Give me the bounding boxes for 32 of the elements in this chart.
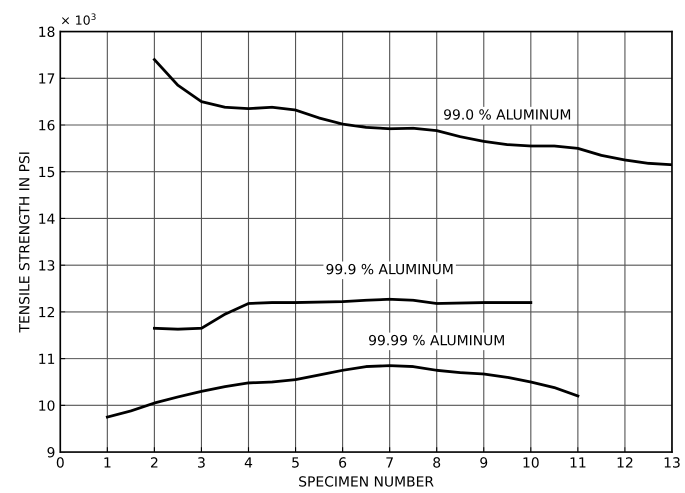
x-tick-label: 13 xyxy=(664,457,680,468)
x-tick-label: 6 xyxy=(339,457,346,468)
y-tick-label: 17 xyxy=(39,73,54,84)
text: × 10$^{3}$ xyxy=(62,13,96,25)
y-tick-label: 15 xyxy=(39,166,54,178)
y-axis-title: TENSILE STRENGTH IN PSI xyxy=(18,152,30,333)
y-tick-label: 18 xyxy=(39,26,54,38)
x-tick-label: 11 xyxy=(570,457,586,468)
x-tick-label: 2 xyxy=(150,457,158,468)
series-label: 99.9 % ALUMINUM xyxy=(326,264,452,274)
y-tick-label: 13 xyxy=(39,260,54,271)
series-label: 99.99 % ALUMINUM xyxy=(369,334,504,346)
x-tick-label: 8 xyxy=(433,457,440,468)
series-label: 99.0 % ALUMINUM xyxy=(444,109,570,120)
x-tick-label: 0 xyxy=(56,457,64,468)
x-tick-label: 10 xyxy=(524,457,539,468)
line-series xyxy=(153,298,532,331)
y-tick-label: 14 xyxy=(39,214,55,224)
x-tick-label: 5 xyxy=(292,457,299,468)
line-series xyxy=(106,364,580,418)
x-tick-label: 1 xyxy=(104,457,110,468)
x-tick-label: 4 xyxy=(244,457,252,468)
y-tick-label: 12 xyxy=(39,306,54,318)
x-tick-label: 3 xyxy=(198,457,205,468)
x-tick-label: 9 xyxy=(480,457,488,468)
y-tick-label: 16 xyxy=(39,120,55,130)
y-tick-label: 9 xyxy=(47,447,54,458)
x-axis-title: SPECIMEN NUMBER xyxy=(299,476,434,487)
y-tick-label: 10 xyxy=(39,400,54,411)
x-tick-label: 12 xyxy=(618,457,632,468)
x-tick-label: 7 xyxy=(386,457,393,468)
y-tick-label: 11 xyxy=(39,354,54,364)
